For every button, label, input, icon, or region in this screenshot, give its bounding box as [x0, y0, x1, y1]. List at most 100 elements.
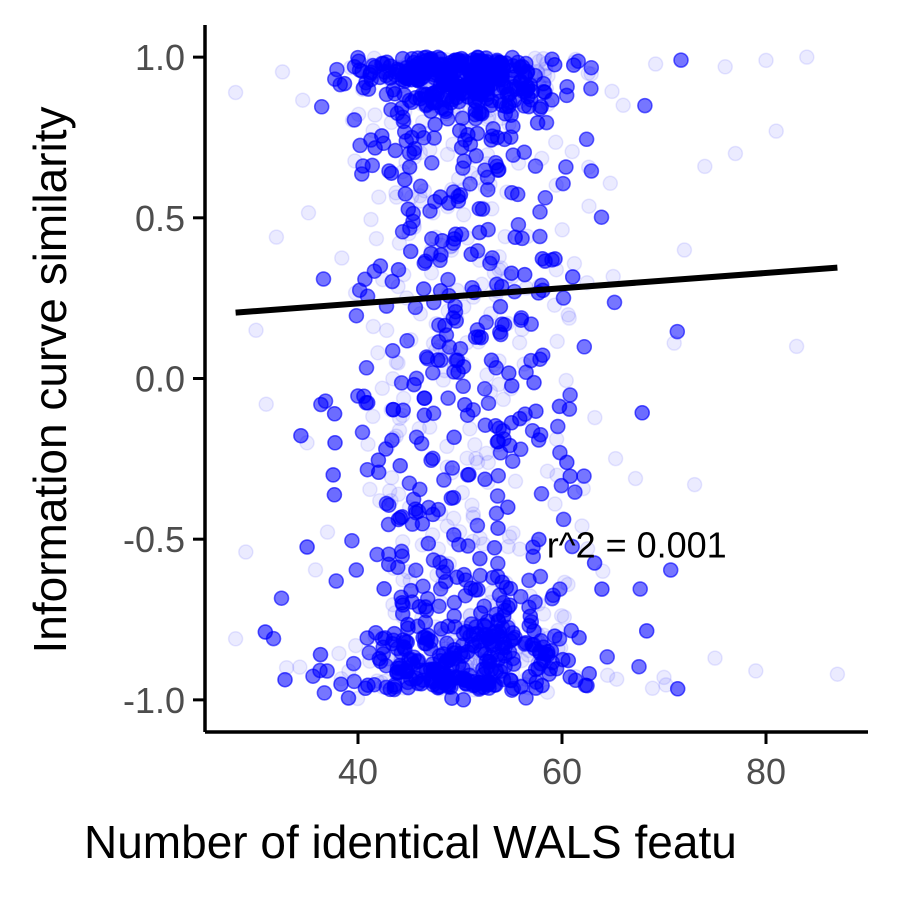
data-point [441, 555, 458, 572]
data-point [450, 364, 466, 380]
data-point [438, 67, 454, 83]
data-point [429, 567, 445, 583]
data-point [459, 643, 476, 660]
data-point [434, 555, 451, 571]
data-point [385, 370, 401, 387]
data-point [426, 663, 442, 679]
data-point [420, 535, 437, 552]
data-point [560, 576, 576, 593]
data-point [607, 450, 624, 467]
data-point [300, 205, 317, 221]
data-point [428, 316, 444, 332]
data-point [502, 597, 518, 613]
data-point [426, 86, 443, 102]
data-point [460, 96, 477, 113]
data-point [480, 474, 496, 491]
data-point [383, 114, 400, 131]
data-point [538, 55, 555, 72]
data-point [380, 651, 397, 667]
data-point [458, 80, 475, 96]
data-point [453, 622, 470, 638]
data-point [451, 664, 468, 681]
data-point [434, 69, 451, 85]
data-point [418, 64, 434, 80]
data-point [425, 662, 442, 679]
data-point [444, 238, 460, 254]
data-point [446, 231, 463, 247]
data-point [493, 66, 509, 82]
data-point [425, 661, 442, 677]
data-point [445, 310, 461, 326]
data-point [483, 306, 499, 322]
data-point [516, 81, 532, 97]
data-point [401, 225, 417, 242]
data-point [429, 98, 445, 114]
data-point [466, 96, 482, 113]
data-point [433, 81, 450, 97]
data-point [438, 74, 454, 91]
data-point [406, 219, 422, 235]
data-point [394, 663, 411, 679]
data-point [458, 658, 475, 674]
data-point [400, 55, 416, 72]
data-point [382, 58, 399, 74]
data-point [491, 248, 507, 265]
data-point [480, 634, 496, 651]
data-point [443, 88, 460, 105]
data-point [412, 306, 429, 322]
data-point [374, 679, 391, 695]
data-point [494, 646, 511, 662]
data-point [396, 172, 413, 188]
data-point [419, 660, 435, 677]
data-point [433, 237, 449, 254]
data-point [461, 466, 477, 483]
data-point [531, 77, 547, 93]
data-point [445, 347, 462, 364]
data-point [360, 436, 376, 452]
data-point [658, 677, 674, 693]
data-point [424, 527, 441, 543]
data-point [510, 155, 527, 171]
data-point [442, 238, 459, 255]
data-point [579, 541, 596, 557]
data-point [384, 273, 401, 290]
data-point [396, 680, 412, 696]
data-point [403, 189, 420, 205]
data-point [413, 193, 430, 209]
data-point [395, 572, 411, 588]
data-point [567, 51, 584, 68]
data-point [471, 224, 488, 241]
data-point [500, 268, 517, 284]
data-point [390, 657, 406, 674]
data-point [465, 506, 482, 522]
data-point [436, 362, 453, 379]
data-point [406, 149, 423, 166]
data-point [340, 690, 357, 706]
data-point [363, 57, 380, 73]
data-point [482, 594, 498, 611]
data-point [451, 122, 468, 139]
data-point [431, 248, 448, 264]
data-point [398, 664, 415, 680]
data-point [396, 114, 413, 130]
data-point [504, 665, 521, 681]
data-point [422, 82, 438, 98]
data-point [491, 74, 507, 91]
data-point [425, 506, 441, 523]
data-point [523, 672, 540, 688]
data-point [565, 57, 582, 73]
data-point [362, 653, 378, 669]
data-point [474, 106, 490, 122]
data-point [434, 659, 451, 676]
data-point [531, 97, 548, 114]
data-point [522, 76, 538, 92]
data-point [424, 666, 441, 683]
data-point [471, 252, 488, 268]
data-point [521, 642, 537, 659]
data-point [531, 634, 547, 651]
data-point [420, 97, 436, 113]
data-point [480, 454, 497, 471]
data-point [397, 642, 414, 659]
data-point [530, 654, 547, 671]
